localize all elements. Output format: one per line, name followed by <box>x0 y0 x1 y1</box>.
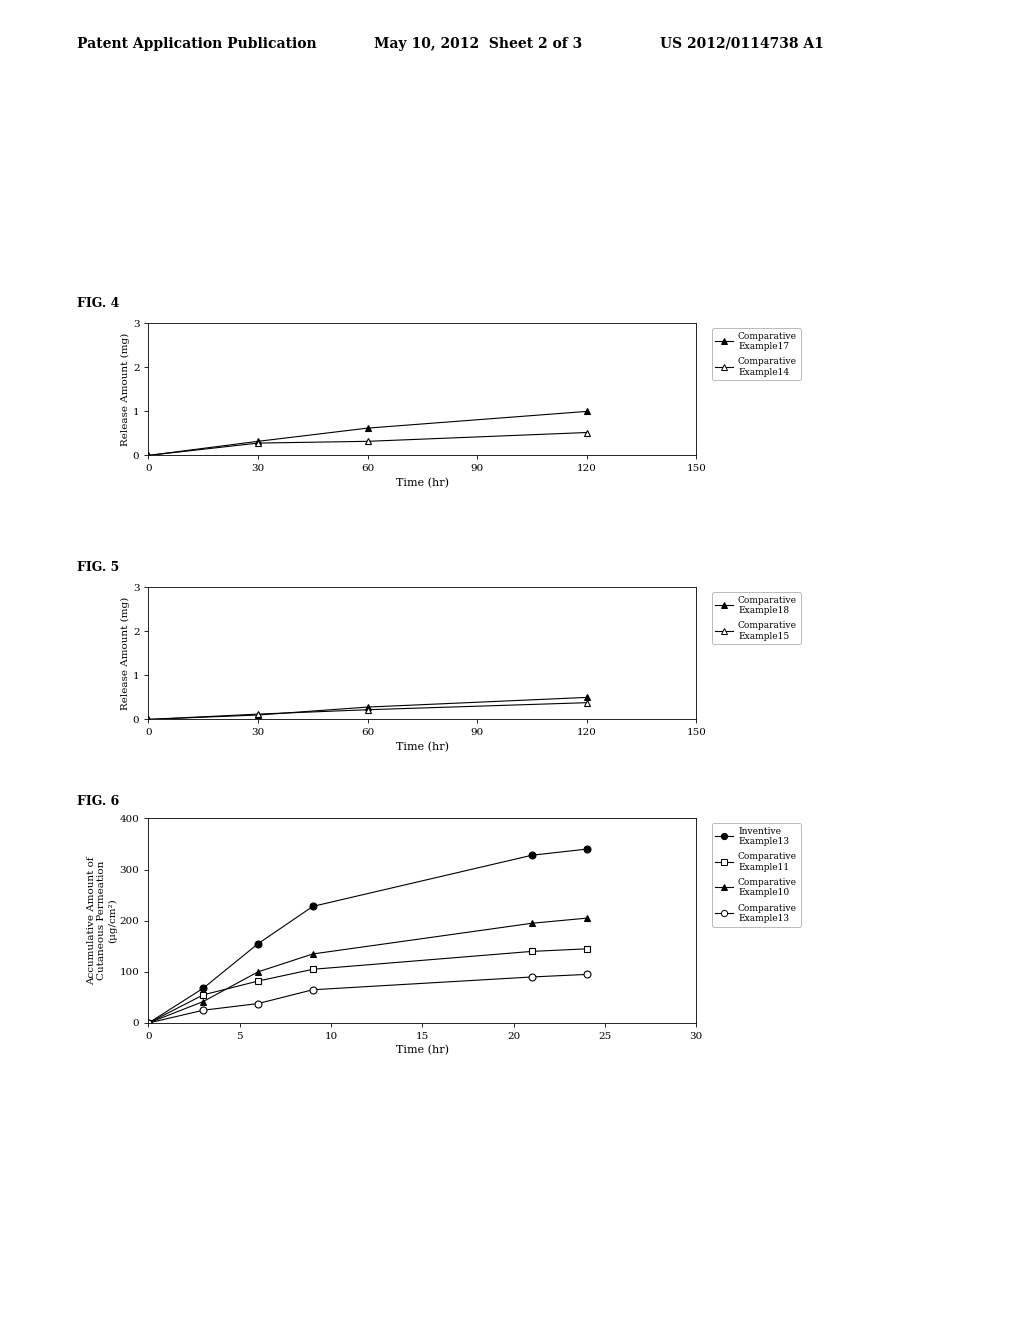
Inventive
Example13 <box>197 981 209 997</box>
Comparative
Example10 <box>197 994 209 1010</box>
Comparative
Example10 <box>252 964 264 979</box>
Text: May 10, 2012  Sheet 2 of 3: May 10, 2012 Sheet 2 of 3 <box>374 37 582 51</box>
X-axis label: Time (hr): Time (hr) <box>396 1045 449 1056</box>
Comparative
Example11 <box>526 944 539 960</box>
Comparative
Example10 <box>581 911 593 927</box>
Text: FIG. 4: FIG. 4 <box>77 297 119 310</box>
Comparative
Example15 <box>361 702 374 718</box>
Inventive
Example13 <box>526 847 539 863</box>
Text: FIG. 6: FIG. 6 <box>77 795 119 808</box>
Inventive
Example13 <box>142 1015 155 1031</box>
Comparative
Example11 <box>581 941 593 957</box>
Text: Patent Application Publication: Patent Application Publication <box>77 37 316 51</box>
Line: Comparative
Example18: Comparative Example18 <box>145 694 590 723</box>
Inventive
Example13 <box>252 936 264 952</box>
Line: Comparative
Example17: Comparative Example17 <box>145 408 590 459</box>
Comparative
Example11 <box>142 1015 155 1031</box>
Comparative
Example11 <box>252 973 264 989</box>
Y-axis label: Accumulative Amount of
Cutaneous Permeation
(μg/cm²): Accumulative Amount of Cutaneous Permeat… <box>87 857 117 985</box>
Comparative
Example18 <box>581 689 593 705</box>
Line: Comparative
Example14: Comparative Example14 <box>145 429 590 459</box>
Comparative
Example13 <box>252 995 264 1011</box>
Comparative
Example10 <box>142 1015 155 1031</box>
Comparative
Example13 <box>526 969 539 985</box>
Legend: Comparative
Example17, Comparative
Example14: Comparative Example17, Comparative Examp… <box>712 327 801 380</box>
Comparative
Example17 <box>252 433 264 449</box>
Comparative
Example13 <box>581 966 593 982</box>
Comparative
Example11 <box>197 987 209 1003</box>
Comparative
Example13 <box>197 1002 209 1018</box>
Text: US 2012/0114738 A1: US 2012/0114738 A1 <box>660 37 824 51</box>
Comparative
Example18 <box>142 711 155 727</box>
Comparative
Example10 <box>526 915 539 931</box>
Inventive
Example13 <box>581 841 593 857</box>
X-axis label: Time (hr): Time (hr) <box>396 742 449 752</box>
Comparative
Example17 <box>142 447 155 463</box>
Comparative
Example13 <box>307 982 319 998</box>
Comparative
Example14 <box>142 447 155 463</box>
Line: Inventive
Example13: Inventive Example13 <box>145 846 590 1027</box>
Comparative
Example18 <box>361 700 374 715</box>
Comparative
Example18 <box>252 708 264 723</box>
Comparative
Example15 <box>581 694 593 710</box>
Line: Comparative
Example11: Comparative Example11 <box>145 945 590 1027</box>
Comparative
Example15 <box>252 706 264 722</box>
Legend: Inventive
Example13, Comparative
Example11, Comparative
Example10, Comparative
E: Inventive Example13, Comparative Example… <box>712 822 801 927</box>
Legend: Comparative
Example18, Comparative
Example15: Comparative Example18, Comparative Examp… <box>712 591 801 644</box>
Y-axis label: Release Amount (mg): Release Amount (mg) <box>121 333 130 446</box>
Comparative
Example11 <box>307 961 319 977</box>
Line: Comparative
Example15: Comparative Example15 <box>145 700 590 723</box>
X-axis label: Time (hr): Time (hr) <box>396 478 449 488</box>
Inventive
Example13 <box>307 899 319 915</box>
Comparative
Example10 <box>307 946 319 962</box>
Comparative
Example14 <box>361 433 374 449</box>
Y-axis label: Release Amount (mg): Release Amount (mg) <box>121 597 130 710</box>
Comparative
Example17 <box>361 420 374 436</box>
Line: Comparative
Example13: Comparative Example13 <box>145 972 590 1027</box>
Comparative
Example14 <box>252 436 264 451</box>
Comparative
Example15 <box>142 711 155 727</box>
Comparative
Example14 <box>581 425 593 441</box>
Comparative
Example17 <box>581 404 593 420</box>
Comparative
Example13 <box>142 1015 155 1031</box>
Line: Comparative
Example10: Comparative Example10 <box>145 915 590 1027</box>
Text: FIG. 5: FIG. 5 <box>77 561 119 574</box>
